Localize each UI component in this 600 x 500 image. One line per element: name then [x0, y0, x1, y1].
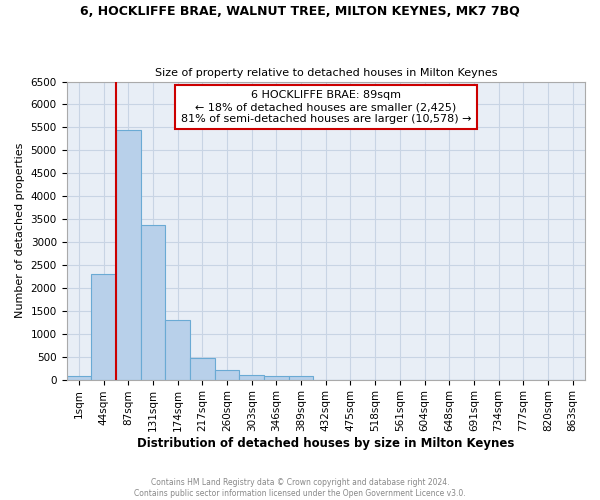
- Bar: [239, 375, 264, 380]
- X-axis label: Distribution of detached houses by size in Milton Keynes: Distribution of detached houses by size …: [137, 437, 514, 450]
- Bar: [215, 370, 239, 380]
- Bar: [289, 376, 313, 380]
- Bar: [91, 274, 116, 380]
- Bar: [264, 376, 289, 380]
- Text: Contains HM Land Registry data © Crown copyright and database right 2024.
Contai: Contains HM Land Registry data © Crown c…: [134, 478, 466, 498]
- Bar: [67, 376, 91, 380]
- Title: Size of property relative to detached houses in Milton Keynes: Size of property relative to detached ho…: [155, 68, 497, 78]
- Bar: [116, 130, 140, 380]
- Bar: [190, 358, 215, 380]
- Y-axis label: Number of detached properties: Number of detached properties: [15, 143, 25, 318]
- Text: 6 HOCKLIFFE BRAE: 89sqm
← 18% of detached houses are smaller (2,425)
81% of semi: 6 HOCKLIFFE BRAE: 89sqm ← 18% of detache…: [181, 90, 471, 124]
- Bar: [165, 320, 190, 380]
- Text: 6, HOCKLIFFE BRAE, WALNUT TREE, MILTON KEYNES, MK7 7BQ: 6, HOCKLIFFE BRAE, WALNUT TREE, MILTON K…: [80, 5, 520, 18]
- Bar: [140, 224, 165, 380]
